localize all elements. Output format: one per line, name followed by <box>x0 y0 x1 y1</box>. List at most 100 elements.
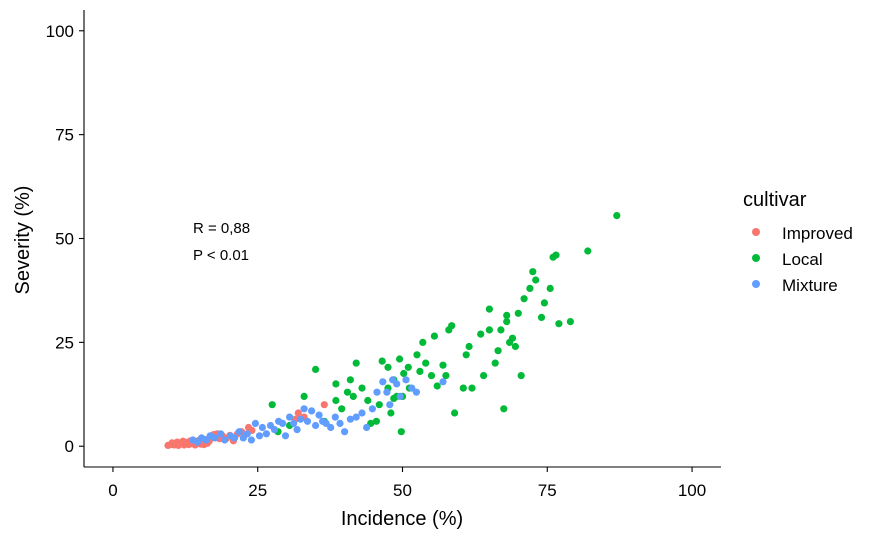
point-local-72 <box>566 318 575 326</box>
point-local-49 <box>485 326 493 334</box>
point-local-61 <box>517 372 525 380</box>
point-local-59 <box>511 342 519 351</box>
point-local-17 <box>375 401 383 409</box>
point-local-66 <box>537 313 546 321</box>
y-tick-label-50: 50 <box>55 230 74 249</box>
annotation-r: R = 0,88 <box>193 220 250 237</box>
point-mixture-53 <box>439 378 447 386</box>
point-mixture-25 <box>293 426 301 434</box>
point-improved-40 <box>294 409 302 417</box>
points-layer <box>164 212 621 449</box>
point-mixture-5 <box>211 434 219 442</box>
legend-item-mixture: Mixture <box>752 276 838 295</box>
point-mixture-10 <box>235 428 243 436</box>
point-local-0 <box>268 401 276 409</box>
point-local-37 <box>433 382 441 390</box>
point-local-9 <box>343 388 352 396</box>
point-mixture-22 <box>281 432 290 440</box>
point-mixture-50 <box>402 376 410 384</box>
point-mixture-16 <box>258 423 266 432</box>
point-mixture-46 <box>386 401 394 409</box>
point-local-11 <box>349 392 357 400</box>
point-local-16 <box>372 417 380 425</box>
point-mixture-31 <box>315 411 323 419</box>
point-mixture-45 <box>383 388 391 396</box>
point-mixture-39 <box>352 413 360 421</box>
point-local-65 <box>532 276 540 284</box>
point-local-52 <box>494 347 502 355</box>
series-mixture <box>189 376 447 446</box>
point-mixture-35 <box>331 413 339 421</box>
point-local-4 <box>312 365 320 373</box>
point-local-3 <box>300 392 308 400</box>
point-mixture-29 <box>308 407 316 415</box>
point-mixture-28 <box>303 417 312 425</box>
y-axis-title: Severity (%) <box>12 186 34 295</box>
point-mixture-30 <box>312 421 320 430</box>
point-mixture-21 <box>279 419 287 427</box>
legend-label-mixture: Mixture <box>782 276 838 295</box>
point-local-45 <box>465 342 473 351</box>
point-local-14 <box>364 396 372 405</box>
ticks-layer: 0 25 50 75 100 0 25 50 75 100 <box>46 22 707 500</box>
point-mixture-37 <box>341 428 349 436</box>
point-mixture-23 <box>286 413 294 421</box>
point-local-60 <box>514 309 522 317</box>
y-tick-label-25: 25 <box>55 333 74 352</box>
point-local-34 <box>422 359 430 367</box>
point-mixture-36 <box>336 419 344 427</box>
point-mixture-26 <box>297 415 305 423</box>
point-mixture-6 <box>217 430 225 438</box>
x-tick-label-25: 25 <box>248 481 267 500</box>
point-improved-42 <box>320 401 328 409</box>
point-mixture-14 <box>251 419 259 427</box>
point-local-63 <box>526 284 534 292</box>
point-local-42 <box>451 409 459 417</box>
point-local-51 <box>491 359 499 367</box>
point-local-25 <box>396 355 404 363</box>
point-local-74 <box>613 212 621 220</box>
point-local-71 <box>555 320 563 328</box>
point-mixture-40 <box>358 409 366 417</box>
point-mixture-12 <box>243 430 251 438</box>
point-mixture-34 <box>327 423 335 432</box>
x-axis-title: Incidence (%) <box>341 508 463 530</box>
point-local-39 <box>442 372 450 380</box>
point-local-6 <box>332 380 340 388</box>
point-mixture-15 <box>255 432 264 440</box>
point-local-8 <box>338 405 346 413</box>
point-local-73 <box>584 247 592 255</box>
legend-key-improved <box>752 228 760 236</box>
point-local-48 <box>480 372 488 380</box>
legend-label-local: Local <box>782 250 823 269</box>
point-mixture-27 <box>300 405 308 413</box>
point-local-38 <box>439 361 447 369</box>
point-local-41 <box>448 322 456 330</box>
point-local-28 <box>400 369 408 378</box>
y-tick-label-0: 0 <box>65 437 74 456</box>
point-mixture-51 <box>408 384 416 392</box>
point-local-18 <box>378 357 386 365</box>
x-tick-label-50: 50 <box>393 481 412 500</box>
legend-key-local <box>752 254 760 262</box>
point-mixture-17 <box>262 430 270 438</box>
point-local-36 <box>430 332 438 340</box>
point-mixture-9 <box>231 434 239 442</box>
point-mixture-49 <box>396 392 404 400</box>
point-local-31 <box>413 351 421 359</box>
point-mixture-42 <box>368 405 376 413</box>
point-mixture-24 <box>290 419 298 427</box>
point-mixture-52 <box>412 388 420 396</box>
series-local <box>268 212 621 436</box>
point-local-62 <box>520 295 528 303</box>
point-mixture-48 <box>393 380 401 388</box>
point-local-33 <box>419 338 427 346</box>
legend-item-improved: Improved <box>752 224 853 243</box>
point-mixture-43 <box>373 388 381 396</box>
point-local-53 <box>497 326 505 334</box>
point-local-13 <box>358 384 366 392</box>
point-local-12 <box>352 359 360 367</box>
point-local-10 <box>346 376 354 384</box>
point-local-32 <box>416 367 424 375</box>
